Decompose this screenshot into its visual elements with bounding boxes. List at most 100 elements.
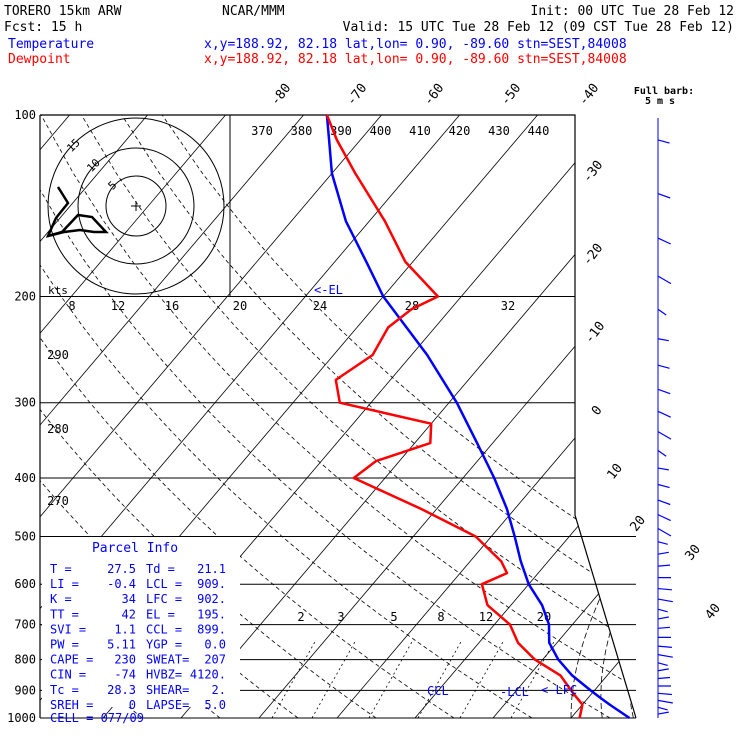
parcel-value-right: 902. [197, 592, 226, 606]
wind-barb [658, 617, 669, 619]
parcel-key-left: CIN = [50, 668, 86, 682]
parcel-key-right: LAPSE= [146, 698, 189, 712]
wind-barb [658, 194, 670, 198]
theta-label-400: 400 [370, 124, 392, 138]
wind-barb [658, 238, 671, 244]
wind-barb [658, 693, 672, 694]
theta-label-370: 370 [251, 124, 273, 138]
wind-barb [658, 627, 670, 628]
parcel-key-left: CAPE = [50, 653, 93, 667]
parcel-value-left: 230 [114, 653, 136, 667]
dry-adiabat-10 [162, 115, 740, 718]
parcel-key-right: HVBZ= [146, 668, 182, 682]
mixing-ratio-line-2 [369, 640, 413, 718]
wind-barb [658, 500, 670, 504]
wind-barb [658, 712, 669, 714]
parcel-key-left: LI = [50, 577, 79, 591]
mixing-ratio-line-1 [312, 640, 356, 718]
lcl-marker: -LCL [500, 685, 529, 699]
parcel-value-right: 21.1 [197, 562, 226, 576]
parcel-value-left: 42 [122, 607, 136, 621]
el-marker: <-EL [314, 283, 343, 297]
mixing-ratio-label-5: 5 [390, 610, 397, 624]
wind-barb [658, 707, 668, 710]
wind-barb [658, 663, 668, 666]
wind-barb [658, 485, 670, 488]
pressure-label-600: 600 [14, 577, 36, 591]
parcel-value-right: 0.0 [204, 638, 226, 652]
init-time: Init: 00 UTC Tue 28 Feb 12 [531, 4, 735, 19]
wind-barb [658, 365, 670, 368]
wind-barb [658, 542, 668, 545]
hodograph-ring-label-5: 5 [106, 179, 120, 193]
moist-adiabat-2 [629, 297, 740, 719]
parcel-value-right: 899. [197, 622, 226, 636]
wind-barb [658, 599, 673, 602]
left-theta-label-280: 280 [47, 422, 69, 436]
parcel-value-left: 0 [129, 698, 136, 712]
parcel-key-right: SHEAR= [146, 683, 189, 697]
model-title: TORERO 15km ARW [4, 4, 122, 19]
parcel-key-right: SWEAT= [146, 653, 189, 667]
wind-barb [658, 669, 669, 671]
theta-e-label-8: 8 [68, 299, 75, 313]
isotherm-line [493, 115, 740, 718]
parcel-key-right: EL = [146, 607, 175, 621]
theta-label-420: 420 [449, 124, 471, 138]
parcel-key-right: YGP = [146, 638, 182, 652]
dewpoint-location: x,y=188.92, 82.18 lat,lon= 0.90, -89.60 … [204, 52, 627, 67]
isotherm-label-10: 10 [605, 461, 626, 483]
parcel-value-left: -0.4 [107, 577, 136, 591]
moist-adiabat-0 [571, 297, 740, 719]
isotherm-label--10: -10 [582, 319, 608, 347]
isotherm-label-30: 30 [683, 542, 704, 564]
moist-adiabat-1 [601, 297, 740, 719]
wind-barb [658, 700, 673, 703]
parcel-value-right: 207 [204, 653, 226, 667]
wind-barb [658, 589, 672, 590]
mixing-ratio-line-0 [272, 640, 316, 718]
mixing-ratio-label-8: 8 [437, 610, 444, 624]
parcel-value-right: 195. [197, 607, 226, 621]
pressure-label-400: 400 [14, 471, 36, 485]
parcel-key-left: Tc = [50, 683, 79, 697]
pressure-label-700: 700 [14, 618, 36, 632]
isotherm-line [727, 115, 740, 718]
temperature-location: x,y=188.92, 82.18 lat,lon= 0.90, -89.60 … [204, 37, 627, 52]
parcel-key-right: LFC = [146, 592, 182, 606]
left-theta-label-290: 290 [47, 348, 69, 362]
theta-label-380: 380 [291, 124, 313, 138]
wind-barb [658, 515, 671, 521]
wind-barb [658, 339, 669, 341]
parcel-key-left: T = [50, 562, 72, 576]
isotherm-line [181, 115, 694, 718]
lfc-marker: <-LFC [541, 683, 577, 697]
pressure-label-300: 300 [14, 396, 36, 410]
theta-label-440: 440 [528, 124, 550, 138]
temperature-line [327, 115, 630, 718]
wind-barb [658, 411, 671, 417]
parcel-key-left: K = [50, 592, 72, 606]
pressure-label-800: 800 [14, 653, 36, 667]
sounding-series: CCL-LCL<-LFC<-EL [314, 115, 630, 718]
wind-barb [658, 655, 673, 658]
forecast-hour: Fcst: 15 h [4, 20, 82, 35]
parcel-value-left: 1.1 [114, 622, 136, 636]
parcel-value-left: 5.11 [107, 638, 136, 652]
wind-barb-column [658, 118, 673, 718]
valid-time: Valid: 15 UTC Tue 28 Feb 12 (09 CST Tue … [343, 20, 734, 35]
isotherm-label--80: -80 [268, 81, 294, 109]
parcel-value-right: 5.0 [204, 698, 226, 712]
wind-barb [658, 468, 669, 470]
wind-barb [658, 552, 669, 554]
mixing-ratio-line-5 [511, 640, 555, 718]
isotherm-label-20: 20 [628, 513, 649, 535]
pressure-label-200: 200 [14, 290, 36, 304]
parcel-value-right: 2. [212, 683, 226, 697]
wind-barb [658, 678, 670, 679]
hodograph-ring-label-10: 10 [84, 156, 103, 175]
parcel-value-left: 34 [122, 592, 136, 606]
